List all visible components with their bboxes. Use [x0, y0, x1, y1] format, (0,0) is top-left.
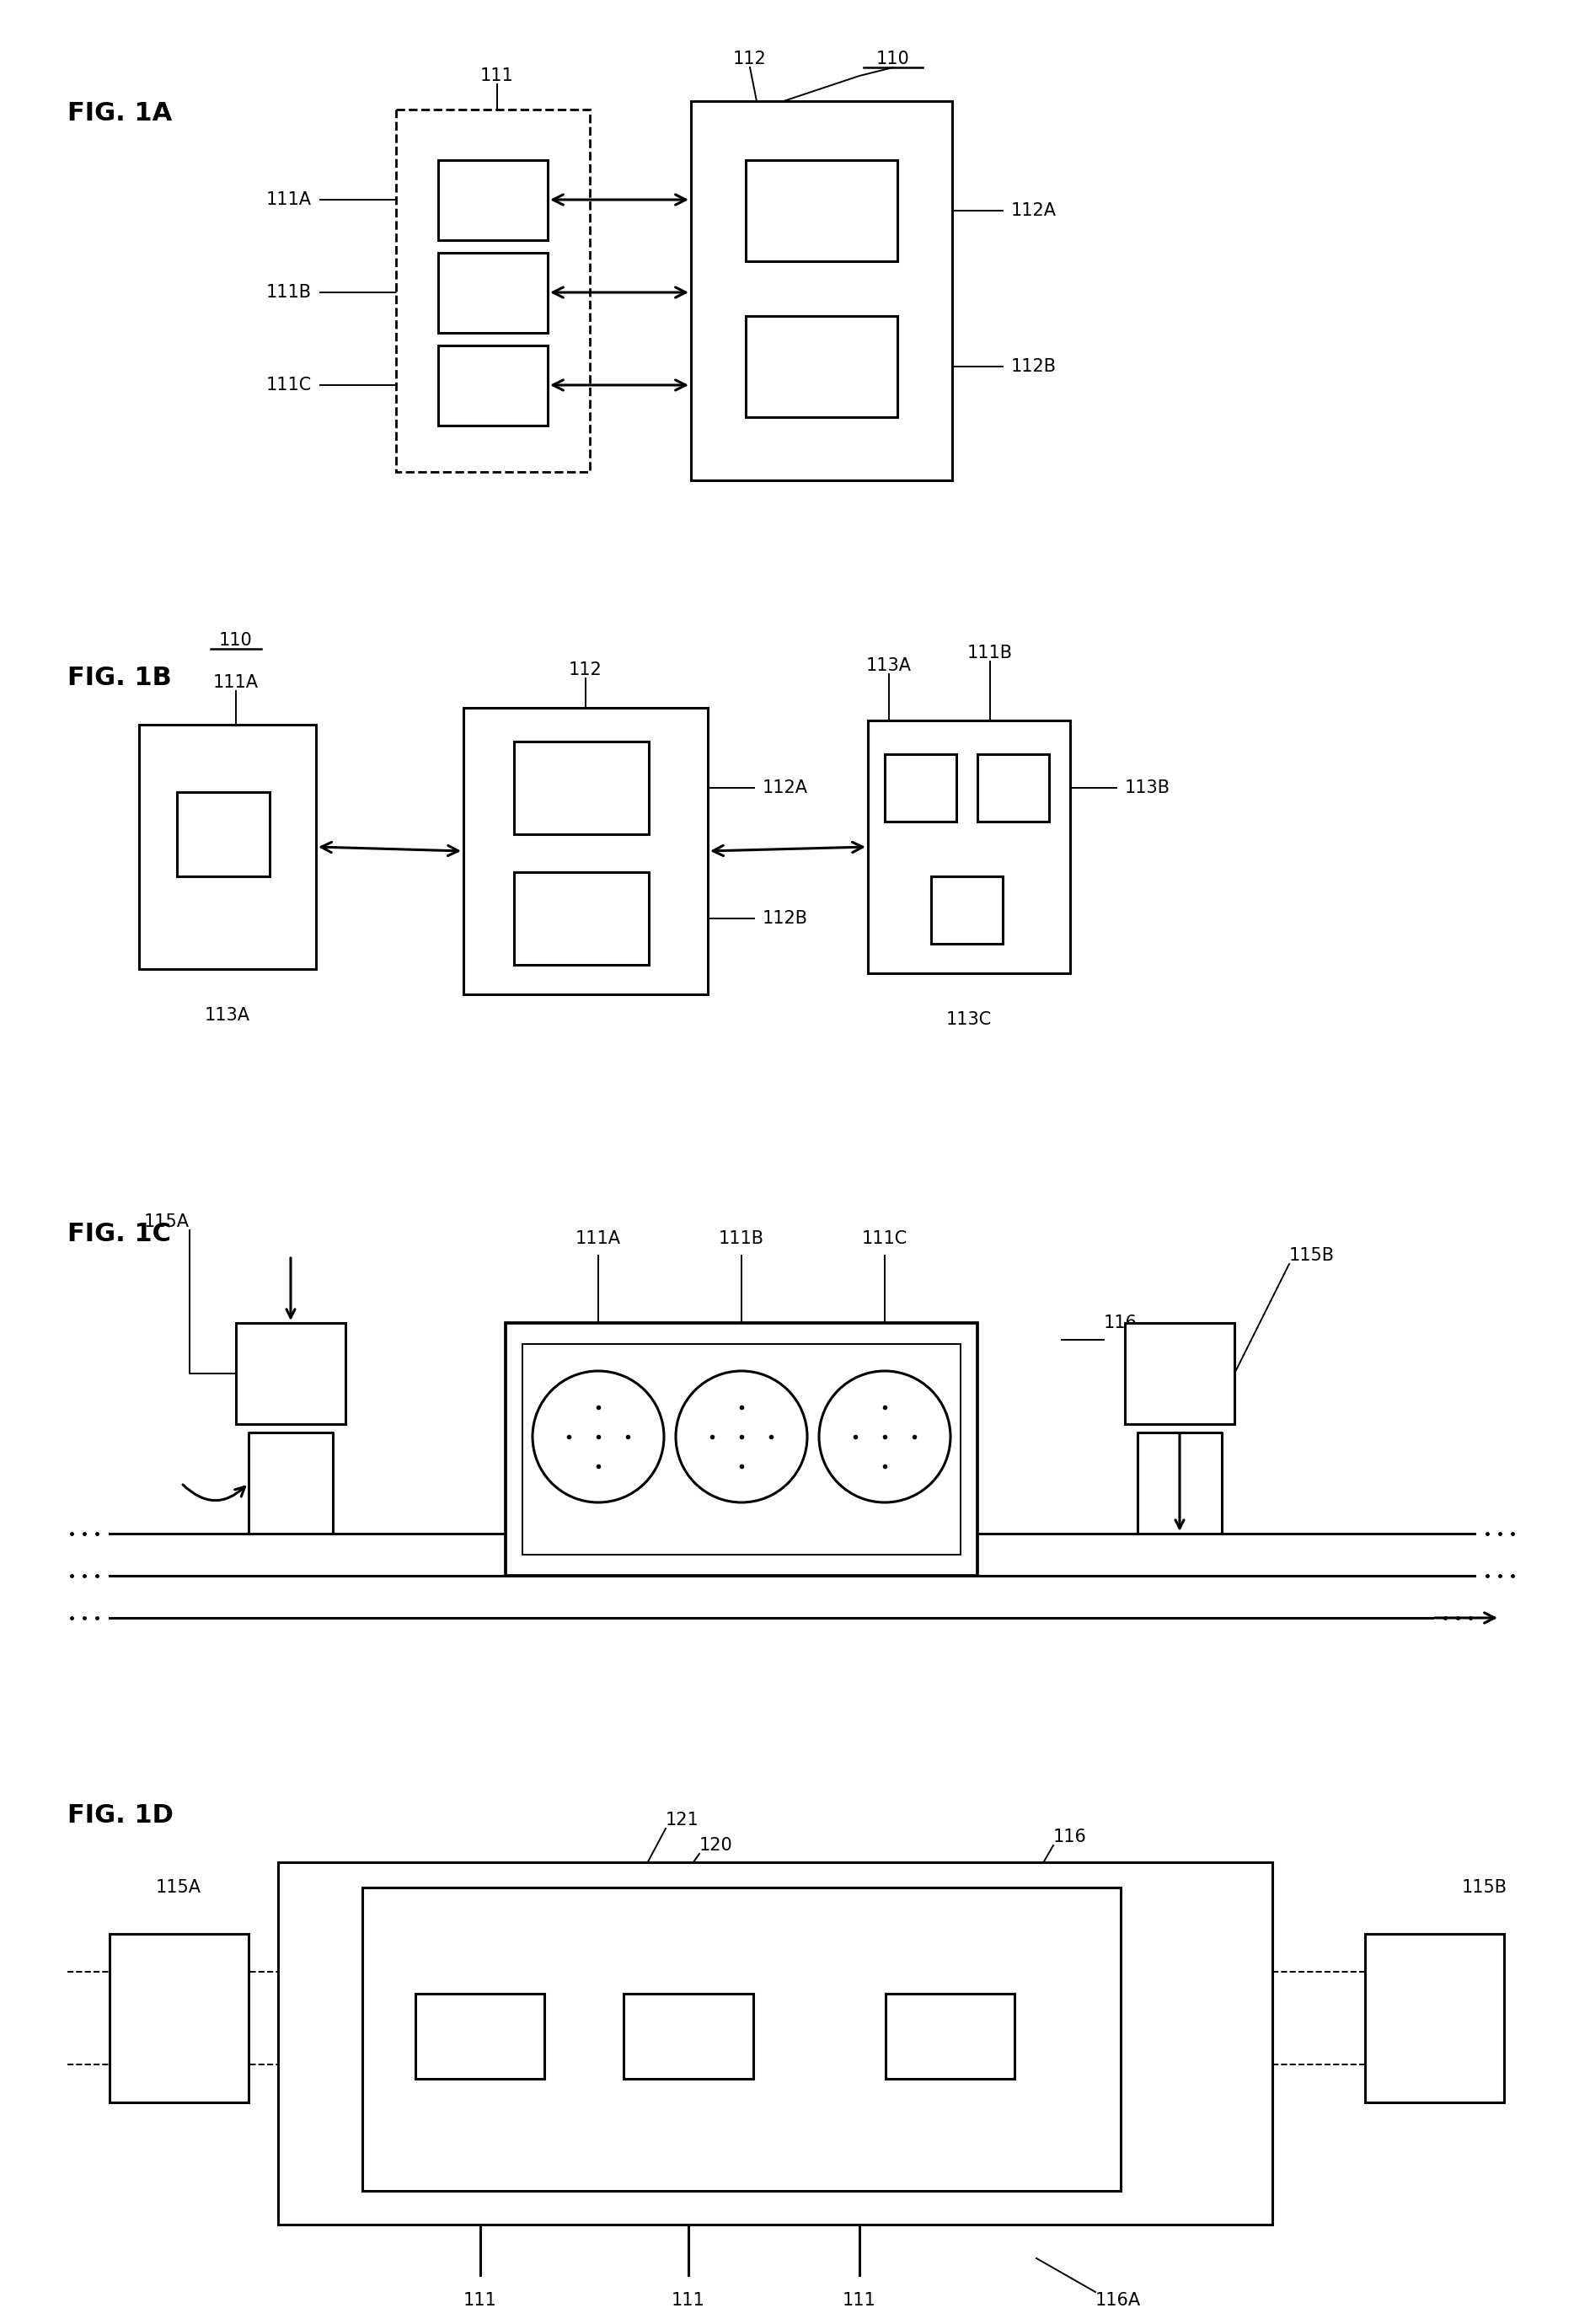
Bar: [1124, 1322, 1234, 1425]
Bar: [363, 1887, 1121, 2192]
Bar: [623, 1994, 754, 2078]
Bar: [439, 346, 547, 425]
Text: 110: 110: [876, 51, 909, 67]
Text: 121: 121: [666, 1813, 700, 1829]
Bar: [463, 709, 708, 995]
Text: 113C: 113C: [946, 1011, 992, 1027]
Text: 111: 111: [480, 67, 514, 84]
Text: 110: 110: [219, 632, 253, 648]
Text: 115A: 115A: [145, 1213, 189, 1229]
Text: 115A: 115A: [156, 1880, 202, 1896]
Text: 120: 120: [700, 1836, 733, 1855]
Text: 116: 116: [1053, 1829, 1088, 1845]
Text: 111C: 111C: [862, 1229, 908, 1248]
Text: FIG. 1C: FIG. 1C: [67, 1222, 172, 1246]
Bar: [886, 1994, 1014, 2078]
Bar: [1366, 1934, 1504, 2103]
Text: 112A: 112A: [763, 779, 808, 797]
Text: 113B: 113B: [1124, 779, 1170, 797]
Bar: [235, 1322, 345, 1425]
Text: 112B: 112B: [1011, 358, 1057, 374]
Bar: [746, 316, 897, 416]
Text: 113A: 113A: [205, 1006, 250, 1025]
Bar: [932, 876, 1003, 944]
Bar: [396, 109, 590, 472]
Bar: [746, 160, 897, 260]
Text: 111B: 111B: [967, 644, 1013, 662]
Text: 111B: 111B: [266, 284, 312, 300]
Bar: [506, 1322, 978, 1576]
Text: 112: 112: [569, 662, 603, 679]
Bar: [415, 1994, 544, 2078]
Text: 115B: 115B: [1461, 1880, 1507, 1896]
Bar: [278, 1862, 1272, 2224]
Bar: [514, 872, 649, 964]
Text: FIG. 1A: FIG. 1A: [67, 102, 172, 125]
Bar: [176, 792, 270, 876]
Text: FIG. 1D: FIG. 1D: [67, 1803, 173, 1827]
Text: 111: 111: [843, 2291, 876, 2308]
Text: 116: 116: [1103, 1315, 1137, 1332]
Text: 113A: 113A: [867, 658, 911, 674]
Bar: [884, 755, 956, 823]
Bar: [439, 160, 547, 239]
Text: 115B: 115B: [1289, 1248, 1334, 1264]
Bar: [523, 1343, 960, 1555]
Bar: [439, 253, 547, 332]
Text: 112A: 112A: [1011, 202, 1057, 218]
Bar: [110, 1934, 248, 2103]
Text: 111: 111: [671, 2291, 704, 2308]
Text: 112: 112: [733, 51, 766, 67]
Text: 111A: 111A: [213, 674, 259, 690]
Bar: [138, 725, 316, 969]
Bar: [514, 741, 649, 834]
Text: 111C: 111C: [266, 376, 312, 393]
Bar: [692, 102, 952, 481]
Text: 111B: 111B: [719, 1229, 765, 1248]
Text: FIG. 1B: FIG. 1B: [67, 665, 172, 690]
Text: 116A: 116A: [1096, 2291, 1142, 2308]
Bar: [868, 720, 1070, 974]
Text: 111A: 111A: [576, 1229, 622, 1248]
Bar: [978, 755, 1049, 823]
Text: 112B: 112B: [763, 911, 808, 927]
Text: 111A: 111A: [266, 191, 312, 209]
Text: 111: 111: [463, 2291, 496, 2308]
